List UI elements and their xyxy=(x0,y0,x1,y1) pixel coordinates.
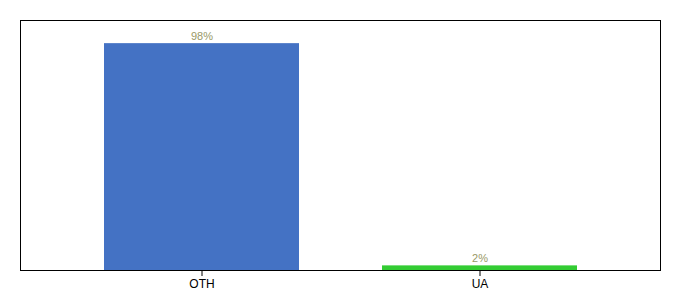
svg-text:98%: 98% xyxy=(191,30,213,42)
svg-text:OTH: OTH xyxy=(189,277,214,291)
svg-text:UA: UA xyxy=(472,277,489,291)
svg-text:2%: 2% xyxy=(472,252,488,264)
